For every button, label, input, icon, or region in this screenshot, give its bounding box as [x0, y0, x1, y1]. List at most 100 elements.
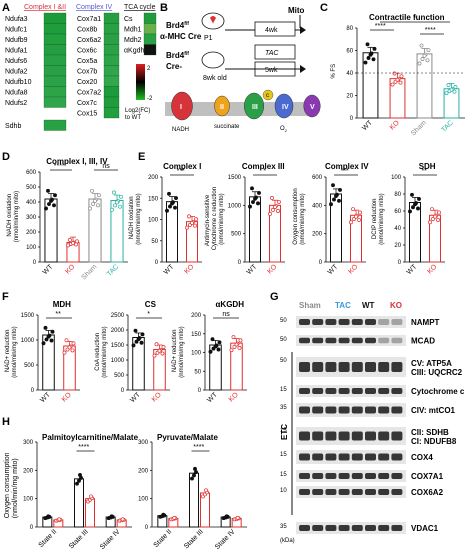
tick-label: 150 — [148, 196, 159, 202]
blot-band — [338, 388, 350, 394]
complex-3-shape — [244, 92, 264, 120]
tick-label: 80 — [394, 192, 401, 198]
blot-band — [391, 489, 403, 495]
data-point — [70, 348, 75, 353]
tick-label: 200 — [26, 230, 37, 236]
chart-title: Complex III — [242, 162, 285, 171]
data-point — [337, 198, 341, 203]
blot-band — [325, 388, 337, 394]
data-point — [248, 204, 252, 209]
tick-label: 2500 — [111, 313, 125, 319]
blot-strip — [296, 403, 406, 417]
tick-label: 40 — [346, 71, 353, 77]
blot-band — [378, 362, 390, 372]
data-point — [444, 91, 449, 96]
tick-label: 100 — [26, 245, 37, 251]
blot-band — [312, 362, 324, 372]
y-axis-label: Cytochrome c reduction — [212, 187, 218, 250]
gene-label: Cox7a2 — [77, 90, 101, 97]
blot-band — [299, 406, 310, 414]
panel-letter-h: H — [2, 416, 10, 428]
sig-label: **** — [78, 444, 89, 451]
x-tick-label: Sham — [81, 263, 99, 281]
tick-label: 200 — [138, 468, 149, 474]
x-tick-label: KO — [426, 263, 438, 275]
tick-label: 100 — [191, 351, 202, 357]
x-tick-label: State III — [183, 528, 205, 550]
blot-band — [325, 489, 337, 495]
tick-label: 60 — [346, 49, 353, 55]
data-point — [352, 217, 356, 221]
blot-label: CV: ATP5A — [411, 359, 452, 368]
blot-band — [365, 388, 376, 394]
chart-title: SDH — [419, 162, 436, 171]
data-point — [49, 198, 53, 203]
tick-label: 500 — [24, 363, 35, 369]
blot-band — [338, 362, 350, 372]
blot-band — [338, 525, 350, 531]
data-point — [161, 512, 166, 517]
tick-label: 0 — [145, 525, 149, 531]
data-point — [192, 473, 196, 478]
data-point — [453, 85, 458, 89]
sig-label: **** — [375, 23, 386, 30]
data-point — [204, 488, 208, 493]
data-point — [53, 193, 57, 198]
data-point — [167, 191, 171, 196]
x-tick-label: WT — [206, 391, 219, 404]
blot-band — [391, 525, 403, 531]
blot-band — [351, 319, 363, 325]
blot-band — [351, 431, 363, 441]
chart-title: Complex I — [163, 162, 201, 171]
sig-label: ns — [222, 311, 230, 318]
heatmap-cell — [103, 12, 120, 24]
blot-band — [351, 473, 363, 479]
data-point — [97, 193, 101, 198]
complex-i-ii-header: Complex I &II — [24, 4, 66, 11]
x-tick-label: State III — [68, 528, 90, 550]
data-point — [431, 217, 435, 221]
data-point — [270, 196, 274, 200]
data-point — [433, 214, 437, 219]
data-point — [271, 207, 275, 212]
blot-band — [365, 362, 376, 372]
data-point — [161, 345, 166, 350]
data-point — [89, 494, 93, 499]
bar — [74, 478, 84, 528]
x-tick-label: WT — [246, 263, 259, 276]
data-point — [237, 345, 242, 350]
heatmap-cell — [103, 33, 120, 45]
x-tick-label: State II — [38, 528, 59, 549]
tick-label: 50 — [194, 369, 201, 375]
heatmap-cell — [143, 33, 157, 45]
blot-band — [312, 473, 324, 479]
complex-4-shape — [274, 93, 294, 119]
data-point — [351, 207, 355, 212]
gene-label: Cox7c — [77, 100, 97, 107]
heatmap-cell — [103, 96, 120, 108]
heatmap-cell — [103, 107, 120, 119]
mouse-icon — [201, 51, 225, 69]
sig-label: *** — [341, 168, 349, 175]
blot-label: COX6A2 — [411, 488, 444, 497]
data-point — [446, 82, 451, 87]
blot-band — [378, 489, 390, 495]
gene-label: Cox5a — [77, 58, 97, 65]
blot-strip — [296, 470, 406, 482]
data-point — [68, 238, 72, 242]
y-axis-label: (nmol/min/mg mito) — [179, 326, 185, 377]
complex-label: V — [310, 104, 315, 111]
data-point — [368, 52, 373, 57]
blot-band — [325, 431, 337, 441]
data-point — [437, 210, 441, 215]
legend-max: 2 — [147, 66, 151, 72]
tick-label: 1500 — [228, 175, 242, 181]
tick-label: 0 — [198, 388, 202, 394]
x-tick-label: KO — [347, 263, 359, 275]
gene-label: αKgdh — [124, 48, 145, 55]
data-point — [64, 338, 69, 343]
sig-label: ** — [55, 311, 61, 318]
tick-label: 150 — [191, 332, 202, 338]
heatmap-cell — [143, 23, 157, 35]
blot-band — [338, 319, 350, 325]
